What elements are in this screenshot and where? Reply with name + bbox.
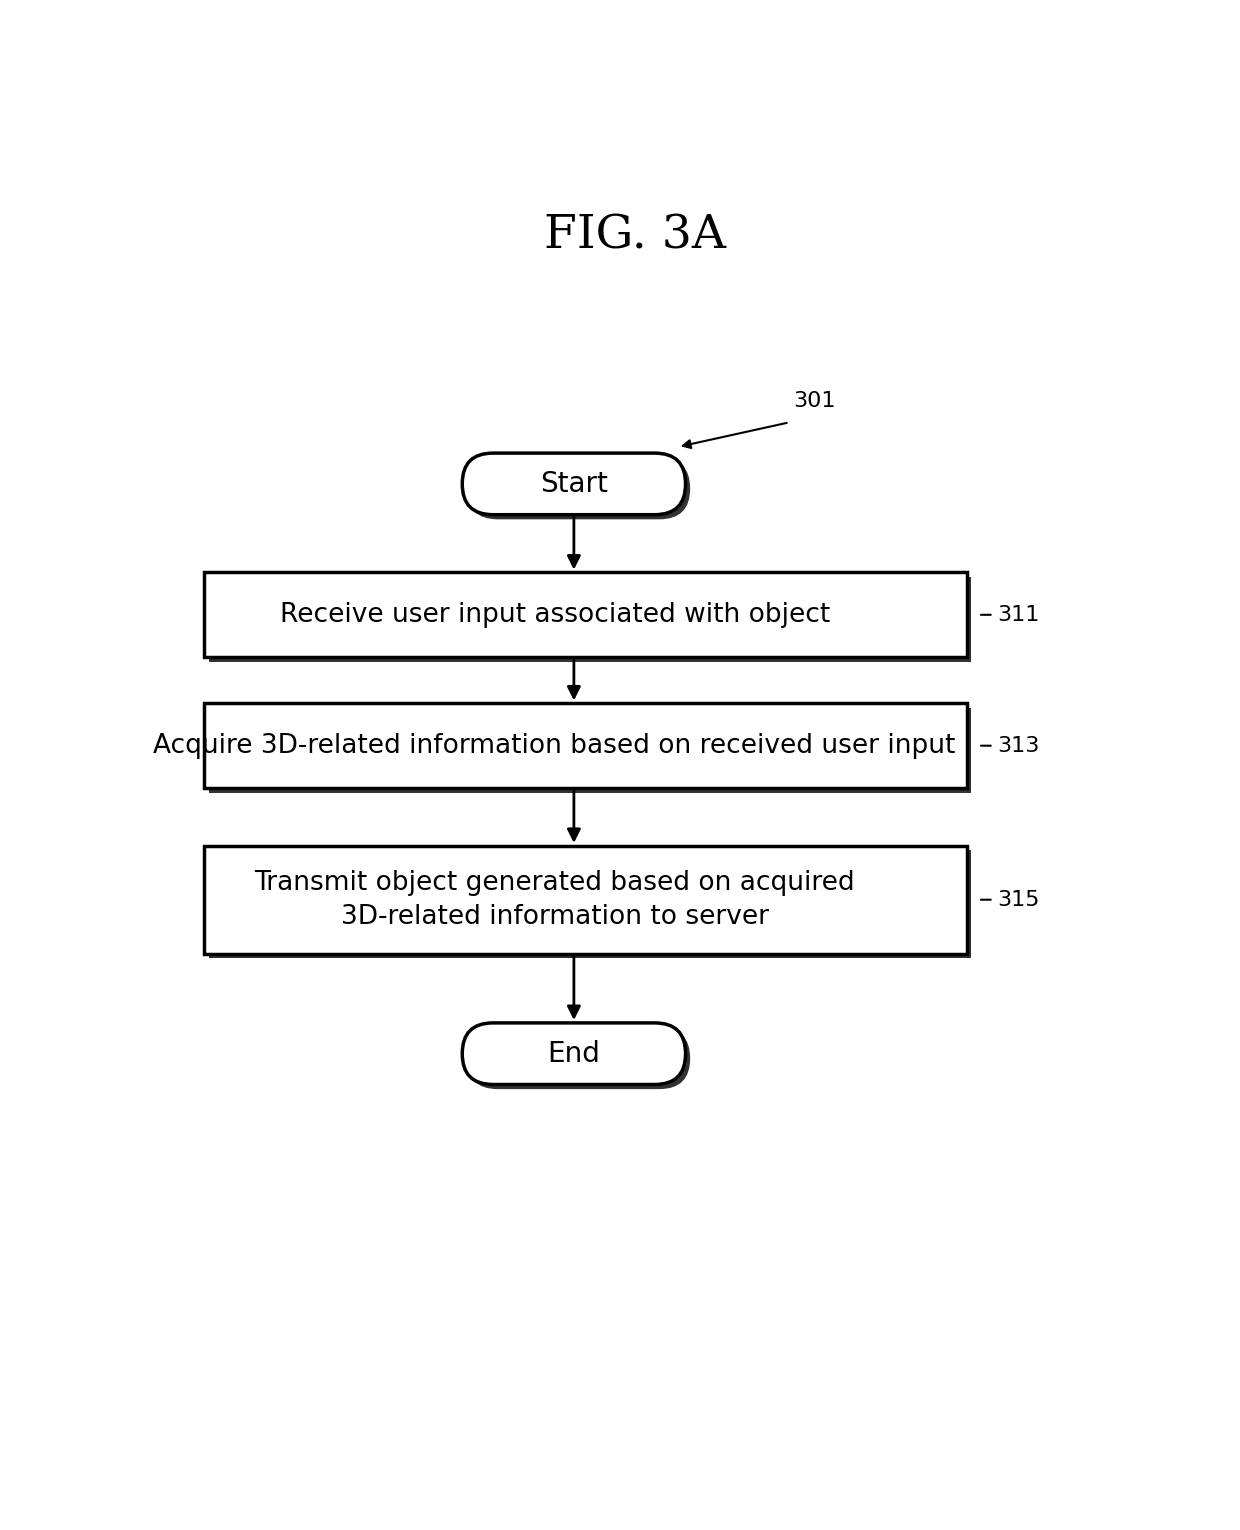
FancyBboxPatch shape: [463, 453, 686, 514]
Bar: [208, 577, 971, 662]
Text: Start: Start: [539, 470, 608, 497]
Bar: [208, 708, 971, 793]
FancyBboxPatch shape: [467, 1028, 691, 1089]
FancyBboxPatch shape: [463, 1024, 686, 1085]
Text: 301: 301: [794, 390, 836, 410]
Bar: [208, 851, 971, 958]
Bar: [205, 846, 967, 953]
Bar: [205, 572, 967, 658]
Text: FIG. 3A: FIG. 3A: [544, 213, 727, 259]
Bar: [205, 704, 967, 788]
Text: 3D-related information to server: 3D-related information to server: [341, 904, 769, 930]
FancyBboxPatch shape: [467, 457, 691, 519]
Text: Receive user input associated with object: Receive user input associated with objec…: [279, 601, 830, 627]
Text: Acquire 3D-related information based on received user input: Acquire 3D-related information based on …: [154, 733, 956, 759]
Text: 311: 311: [997, 604, 1040, 624]
Text: End: End: [548, 1040, 600, 1068]
Text: 313: 313: [997, 736, 1040, 756]
Text: 315: 315: [997, 890, 1040, 910]
Text: Transmit object generated based on acquired: Transmit object generated based on acqui…: [254, 869, 854, 895]
